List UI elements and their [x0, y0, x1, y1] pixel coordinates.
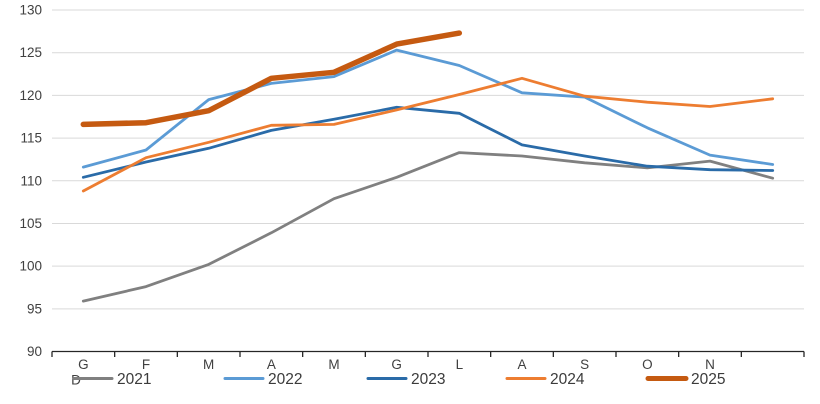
- x-axis-label: O: [642, 357, 653, 372]
- x-axis-label: A: [517, 357, 526, 372]
- y-axis-tick-label: 130: [19, 3, 42, 18]
- legend-label: 2023: [411, 371, 445, 388]
- legend-label: 2022: [268, 371, 302, 388]
- legend-item-2024: 2024: [505, 371, 585, 388]
- x-axis-labels: GFMAMGLASOND: [71, 357, 715, 388]
- y-axis-tick-label: 105: [19, 216, 42, 231]
- y-axis-tick-label: 90: [27, 344, 42, 359]
- legend-label: 2021: [117, 371, 151, 388]
- legend-item-2025: 2025: [645, 371, 725, 388]
- legend-item-2022: 2022: [223, 371, 302, 388]
- x-axis-label: A: [267, 357, 276, 372]
- x-axis-label: S: [580, 357, 589, 372]
- legend-label: 2025: [691, 371, 725, 388]
- x-axis-label: N: [705, 357, 715, 372]
- y-axis-tick-label: 115: [20, 131, 42, 146]
- gridlines: [52, 9, 804, 310]
- y-axis-tick-label: 120: [19, 88, 42, 103]
- x-axis-label: M: [203, 357, 214, 372]
- y-axis-tick-label: 110: [20, 173, 42, 188]
- y-axis-tick-label: 95: [27, 301, 42, 316]
- x-axis-label: G: [391, 357, 402, 372]
- series-line-2021: [81, 151, 775, 303]
- legend: 2021 2022 2023 2024 2025: [72, 371, 725, 388]
- legend-item-2021: 2021: [72, 371, 151, 388]
- y-axis-labels: 130 125 120 115 110 105 100 95 90: [19, 3, 42, 360]
- series-lines: [80, 30, 775, 303]
- series-line-2024: [81, 76, 775, 193]
- x-axis-label: F: [142, 357, 150, 372]
- x-axis-label: G: [78, 357, 89, 372]
- x-axis: [51, 350, 805, 357]
- series-line-2022: [81, 48, 775, 169]
- legend-item-2023: 2023: [366, 371, 445, 388]
- y-axis-tick-label: 100: [19, 259, 42, 274]
- series-line-2023: [81, 105, 775, 179]
- x-axis-label: M: [328, 357, 339, 372]
- x-axis-label: L: [456, 357, 464, 372]
- y-axis-tick-label: 125: [19, 45, 42, 60]
- series-line-2025: [80, 30, 463, 128]
- legend-label: 2024: [550, 371, 585, 388]
